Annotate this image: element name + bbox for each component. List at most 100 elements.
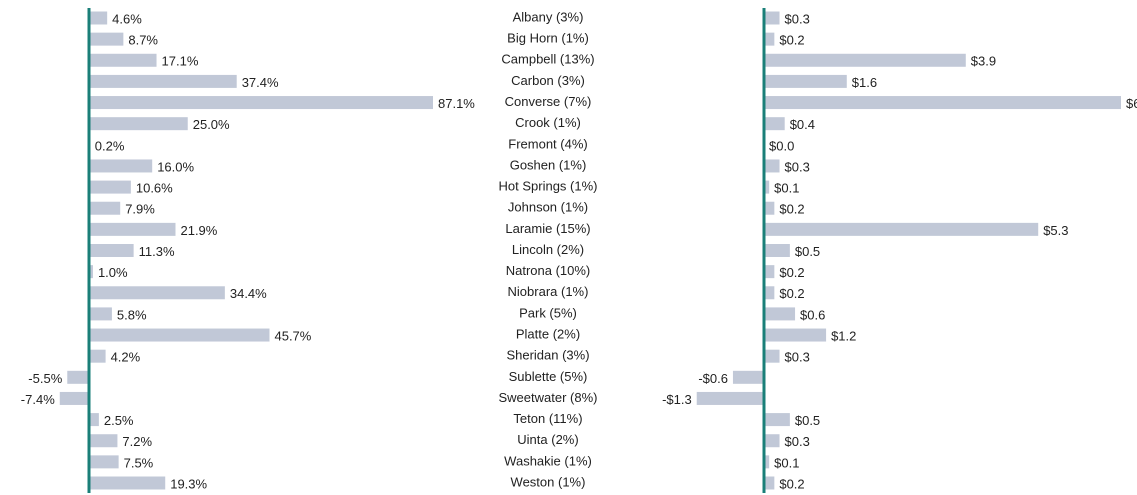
value-label: 16.0% [157, 159, 194, 174]
value-label: $0.0 [769, 138, 794, 153]
bar [764, 265, 775, 279]
value-label: -$0.6 [698, 371, 728, 386]
value-label: 37.4% [242, 75, 279, 90]
bar [89, 455, 119, 469]
value-label: 4.2% [111, 350, 141, 365]
bar [89, 74, 237, 88]
category-label: Fremont (4%) [508, 136, 587, 151]
value-label: $0.5 [795, 413, 820, 428]
bar [764, 201, 775, 215]
value-label: 34.4% [230, 286, 267, 301]
value-label: -7.4% [21, 392, 55, 407]
bar [67, 370, 89, 384]
value-label: $0.2 [779, 265, 804, 280]
value-label: $0.3 [785, 11, 810, 26]
value-label: $1.2 [831, 328, 856, 343]
bar [89, 307, 112, 321]
value-label: $0.3 [785, 434, 810, 449]
value-label: -5.5% [28, 371, 62, 386]
value-label: $5.3 [1043, 223, 1068, 238]
value-label: $0.3 [785, 350, 810, 365]
category-label: Campbell (13%) [501, 52, 594, 67]
bar [89, 286, 225, 300]
value-label: $1.6 [852, 75, 877, 90]
bar [89, 265, 93, 279]
bar [89, 53, 157, 67]
bar [764, 307, 796, 321]
value-label: 7.9% [125, 202, 155, 217]
category-label: Sheridan (3%) [506, 348, 589, 363]
bar [764, 413, 790, 427]
value-label: 10.6% [136, 181, 173, 196]
value-label: 8.7% [128, 33, 158, 48]
bar [89, 180, 131, 194]
bar [764, 32, 775, 46]
value-label: 87.1% [438, 96, 475, 111]
bar [764, 11, 780, 25]
category-label: Hot Springs (1%) [499, 179, 598, 194]
value-label: 4.6% [112, 11, 142, 26]
bar [764, 53, 966, 67]
bar [89, 476, 166, 490]
value-label: -$1.3 [662, 392, 692, 407]
value-label: $3.9 [971, 54, 996, 69]
bar [89, 96, 433, 110]
value-label: $0.2 [779, 33, 804, 48]
category-label: Albany (3%) [513, 9, 584, 24]
value-label: $0.1 [774, 181, 799, 196]
bar [764, 286, 775, 300]
bar [89, 117, 188, 131]
bar [764, 159, 780, 173]
category-label: Natrona (10%) [506, 263, 591, 278]
category-label: Teton (11%) [513, 411, 582, 426]
bar [764, 476, 775, 490]
value-label: 11.3% [139, 244, 175, 259]
bar [764, 117, 785, 131]
category-label: Laramie (15%) [505, 221, 590, 236]
category-label: Niobrara (1%) [508, 284, 589, 299]
bar [696, 391, 764, 405]
value-label: 19.3% [170, 476, 207, 491]
value-label: $0.1 [774, 455, 799, 470]
value-label: $0.2 [779, 202, 804, 217]
bar [764, 244, 790, 257]
bar [59, 391, 89, 405]
value-label: 17.1% [162, 54, 199, 69]
bar [89, 11, 108, 25]
value-label: 45.7% [274, 328, 311, 343]
category-label: Washakie (1%) [504, 453, 592, 468]
bar [764, 96, 1121, 110]
bar [89, 244, 134, 257]
category-label: Park (5%) [519, 305, 577, 320]
value-label: 7.5% [124, 455, 154, 470]
category-label: Sweetwater (8%) [499, 390, 598, 405]
bar [89, 434, 118, 448]
value-label: 25.0% [193, 117, 230, 132]
bar [89, 222, 176, 236]
value-label: $0.3 [785, 159, 810, 174]
bar [89, 201, 121, 215]
bar [89, 328, 270, 342]
category-label: Big Horn (1%) [507, 31, 589, 46]
bar [89, 159, 153, 173]
category-label: Weston (1%) [511, 474, 586, 489]
bar [764, 455, 770, 469]
bar [764, 74, 847, 88]
category-label: Uinta (2%) [517, 432, 578, 447]
value-label: $0.2 [779, 286, 804, 301]
value-label: 0.2% [95, 138, 125, 153]
bar [89, 349, 106, 363]
value-label: 7.2% [122, 434, 152, 449]
category-label: Carbon (3%) [511, 73, 585, 88]
value-label: $0.2 [779, 476, 804, 491]
category-label: Converse (7%) [505, 94, 592, 109]
category-label: Johnson (1%) [508, 200, 588, 215]
value-label: $0.5 [795, 244, 820, 259]
category-label: Goshen (1%) [510, 157, 587, 172]
value-label: 5.8% [117, 307, 147, 322]
bar [89, 413, 99, 427]
bar [764, 180, 770, 194]
category-label: Crook (1%) [515, 115, 581, 130]
category-label: Lincoln (2%) [512, 242, 584, 257]
